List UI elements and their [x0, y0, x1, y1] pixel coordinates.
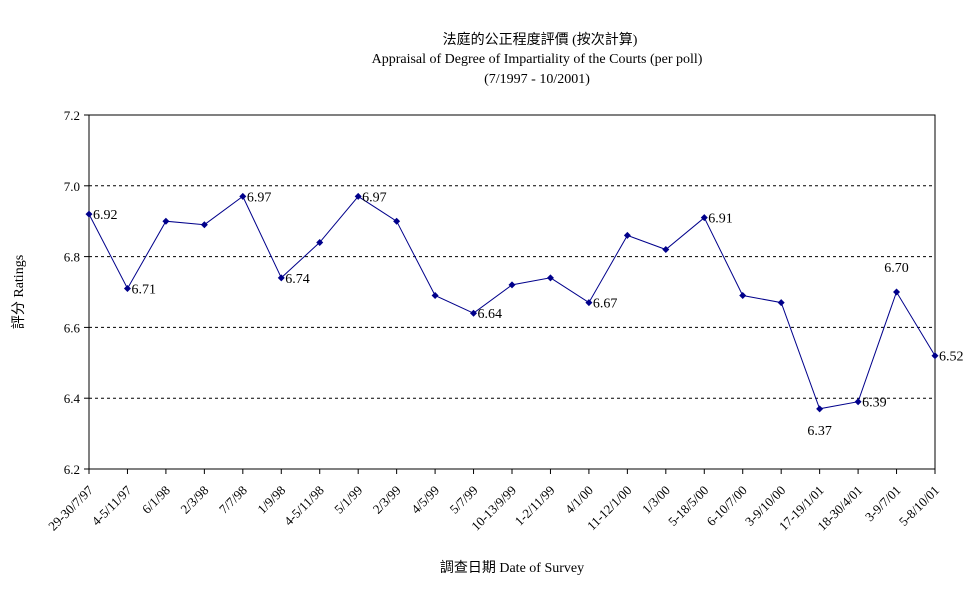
y-axis-title: 評分 Ratings — [11, 255, 27, 329]
x-tick-label: 4-5/11/98 — [281, 483, 327, 529]
x-tick-label: 5-18/5/00 — [665, 483, 711, 529]
x-axis-title: 調查日期 Date of Survey — [440, 560, 584, 576]
series-line-group — [85, 192, 939, 413]
chart-title: 法庭的公正程度評價 (按次計算) — [443, 31, 638, 48]
data-label: 6.92 — [93, 208, 118, 223]
data-label: 6.97 — [362, 190, 387, 205]
x-tick-label: 5-8/10/01 — [896, 483, 942, 529]
plot-area — [88, 114, 936, 470]
data-label: 6.67 — [593, 297, 618, 312]
chart-period: (7/1997 - 10/2001) — [484, 72, 590, 87]
x-tick-label: 4/1/00 — [562, 483, 596, 517]
data-label: 6.97 — [247, 190, 272, 205]
data-label: 6.39 — [862, 396, 887, 411]
x-tick-label: 4/5/99 — [408, 483, 442, 517]
data-point-marker — [123, 284, 131, 292]
data-label: 6.64 — [478, 307, 503, 322]
data-label: 6.37 — [807, 424, 832, 439]
data-point-marker — [393, 217, 401, 225]
x-tick-label: 5/1/99 — [331, 483, 365, 517]
data-point-marker — [777, 299, 785, 307]
data-label: 6.70 — [884, 261, 909, 276]
data-point-marker — [931, 352, 939, 360]
x-tick-label: 4-5/11/97 — [89, 482, 135, 528]
y-tick-label: 6.8 — [64, 250, 80, 265]
data-point-marker — [200, 221, 208, 229]
data-point-marker — [585, 299, 593, 307]
data-point-marker — [546, 274, 554, 282]
x-tick-label: 6/1/98 — [139, 483, 173, 517]
data-label: 6.91 — [708, 212, 733, 227]
y-tick-label: 6.6 — [64, 320, 81, 335]
data-point-marker — [893, 288, 901, 296]
x-tick-label: 5/7/99 — [447, 483, 481, 517]
y-tick-label: 7.0 — [64, 179, 80, 194]
data-point-marker — [739, 292, 747, 300]
data-point-marker — [508, 281, 516, 289]
data-point-marker — [662, 246, 670, 254]
x-tick-label: 1/3/00 — [639, 483, 673, 517]
data-point-marker — [85, 210, 93, 218]
data-label: 6.74 — [285, 272, 310, 287]
data-point-marker — [239, 192, 247, 200]
x-tick-label: 1-2/11/99 — [512, 483, 558, 529]
data-point-marker — [623, 231, 631, 239]
data-labels: 6.92 6.71 6.97 6.74 6.97 6.64 6.67 6.91 6.37 6.39… — [93, 190, 964, 438]
y-tick-label: 6.4 — [64, 391, 81, 406]
gridlines — [89, 185, 935, 399]
data-label: 6.71 — [131, 282, 156, 297]
data-point-marker — [854, 398, 862, 406]
x-tick-label: 2/3/98 — [177, 483, 211, 517]
data-point-marker — [431, 292, 439, 300]
data-point-marker — [162, 217, 170, 225]
data-point-marker — [700, 214, 708, 222]
data-point-marker — [816, 405, 824, 413]
x-tick-label: 6-10/7/00 — [703, 483, 749, 529]
data-point-marker — [354, 192, 362, 200]
y-tick-label: 6.2 — [64, 462, 80, 477]
data-point-marker — [316, 238, 324, 246]
data-label: 6.52 — [939, 350, 964, 365]
series-line — [88, 195, 936, 410]
x-tick-label: 7/7/98 — [216, 483, 250, 517]
x-tick-label: 2/3/99 — [370, 483, 404, 517]
data-point-marker — [277, 274, 285, 282]
chart-subtitle: Appraisal of Degree of Impartiality of t… — [372, 52, 703, 67]
data-point-marker — [470, 309, 478, 317]
y-tick-label: 7.2 — [64, 108, 80, 123]
x-tick-label: 29-30/7/97 — [45, 482, 96, 533]
x-tick-label: 1/9/98 — [254, 483, 288, 517]
